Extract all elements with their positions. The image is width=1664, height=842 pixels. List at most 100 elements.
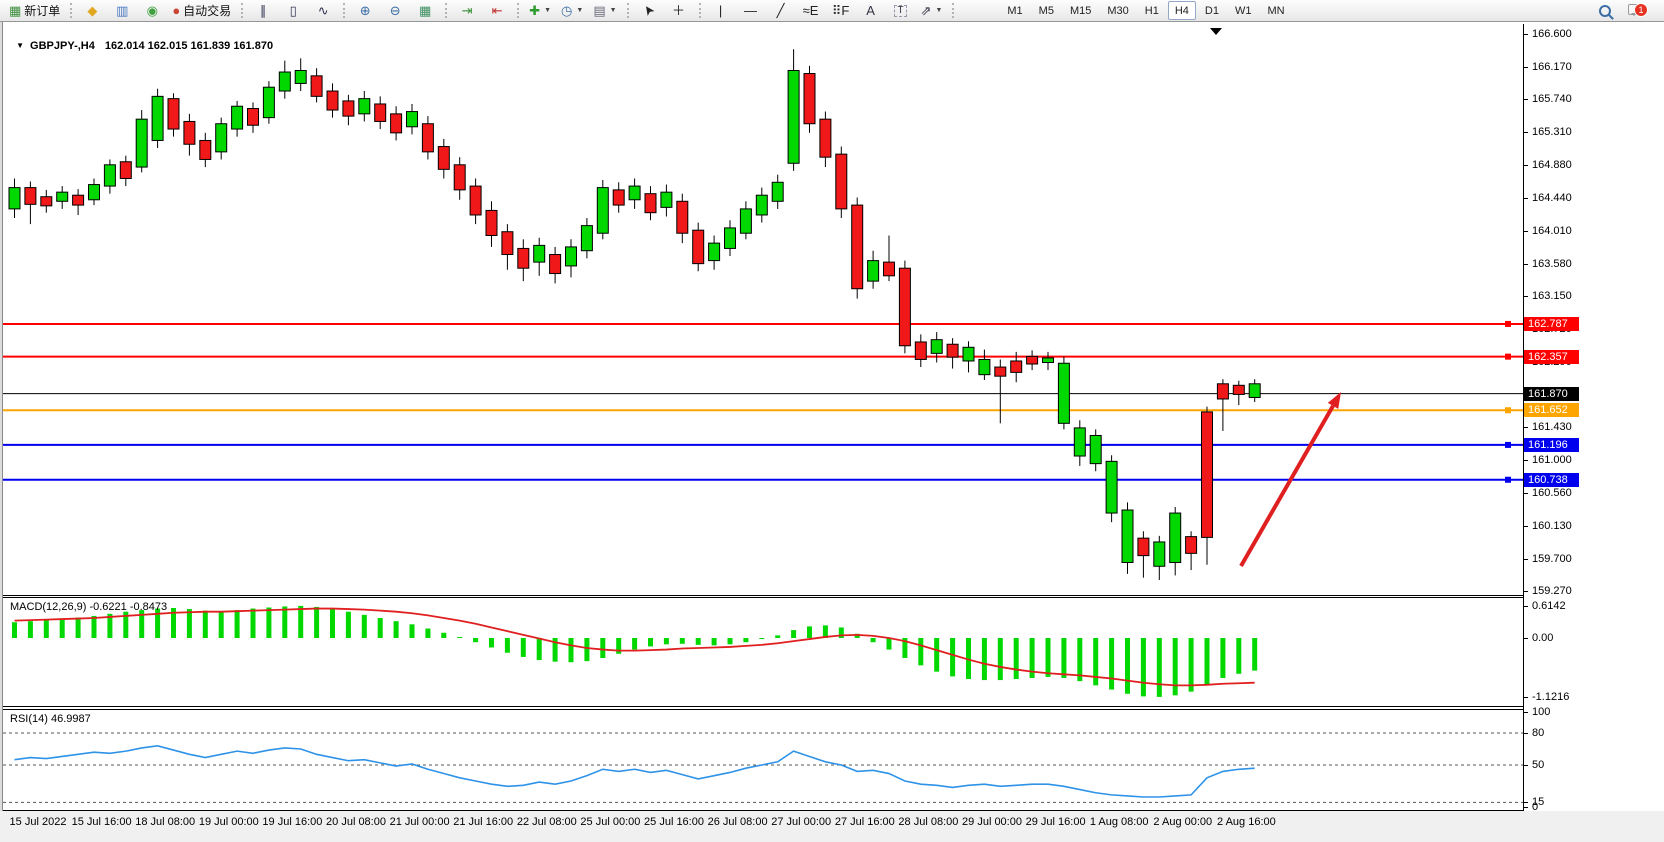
rsi-tick-label: 100	[1532, 705, 1551, 718]
date-label: 15 Jul 2022	[9, 816, 67, 828]
timeframe-w1[interactable]: W1	[1234, 4, 1252, 17]
axis-tick	[1524, 198, 1528, 200]
trendline-button[interactable]: ╱	[767, 0, 795, 21]
toolbar-grip	[626, 3, 629, 18]
crosshair-button[interactable]: ＋	[665, 0, 693, 21]
styler-button[interactable]: ◆	[78, 0, 106, 21]
timeframe-d1[interactable]: D1	[1204, 4, 1219, 17]
price-tick-label: 166.600	[1532, 28, 1572, 40]
zoom-in-button[interactable]: ⊕	[351, 0, 379, 21]
axis-tick	[1524, 132, 1528, 134]
label-button[interactable]: T	[887, 0, 915, 21]
rsi-label: RSI(14) 46.9987	[10, 713, 91, 725]
indicators-button[interactable]: ✚ ▼	[525, 0, 555, 21]
rsi-tick-label: 50	[1532, 759, 1545, 771]
styler-icon: ◆	[87, 3, 98, 18]
candlestick-canvas[interactable]	[3, 24, 1523, 595]
search-button[interactable]	[1591, 0, 1619, 21]
timeframe-h1[interactable]: H1	[1144, 4, 1159, 17]
chat-button[interactable]: 1	[1621, 0, 1649, 21]
zoom-in-icon: ⊕	[359, 3, 371, 18]
date-label: 21 Jul 16:00	[453, 816, 514, 828]
timeframe-mn[interactable]: MN	[1267, 4, 1285, 17]
date-label: 27 Jul 16:00	[834, 816, 895, 828]
date-label: 29 Jul 00:00	[962, 816, 1022, 828]
axis-tick	[1524, 164, 1528, 166]
tile-windows-button[interactable]: ▦	[411, 0, 439, 21]
chart-shift-button[interactable]: ⇤	[483, 0, 511, 21]
fibonacci-button[interactable]: ⠿F	[827, 0, 855, 21]
cursor-icon: ➤	[639, 1, 658, 20]
date-label: 15 Jul 16:00	[71, 816, 132, 828]
rsi-tick-label: 80	[1532, 726, 1545, 739]
arrows-button[interactable]: ⇗ ▼	[917, 0, 947, 21]
price-label-chip: 161.652	[1524, 403, 1579, 418]
timeframe-m5[interactable]: M5	[1038, 4, 1054, 17]
hline-button[interactable]: —	[737, 0, 765, 21]
axis-tick	[1524, 765, 1528, 766]
price-label-chip: 161.196	[1524, 437, 1579, 452]
candle-chart-icon: ▯	[289, 3, 297, 18]
axis-tick	[1524, 696, 1528, 698]
date-label: 25 Jul 00:00	[580, 816, 641, 828]
price-tick-label: 159.270	[1532, 585, 1572, 598]
axis-tick	[1524, 459, 1528, 461]
date-label: 21 Jul 00:00	[389, 816, 450, 828]
time-axis[interactable]: 15 Jul 2022 15 Jul 16:00 18 Jul 08:00 19 Ju…	[0, 811, 1664, 842]
trend-arrow-annotation	[1239, 392, 1341, 567]
price-axis[interactable]: 166.600 166.170 165.740 165.310 164.880 164.4…	[1523, 24, 1664, 813]
toolbar-right-group: 1	[1590, 0, 1650, 21]
open-charts-button[interactable]: ▥	[108, 0, 136, 21]
axis-tick	[1524, 296, 1528, 298]
chart-menu-caret[interactable]: ▼	[16, 41, 25, 50]
timeframe-m1[interactable]: M1	[1007, 4, 1023, 17]
axis-tick	[1524, 732, 1528, 734]
dropdown-caret-icon: ▼	[544, 7, 552, 14]
axis-tick	[1524, 591, 1528, 593]
signals-icon: ◉	[146, 3, 158, 18]
macd-tick-label: -1.1216	[1532, 690, 1570, 703]
signals-button[interactable]: ◉	[138, 0, 166, 21]
axis-tick	[1524, 605, 1528, 607]
candle-chart-button[interactable]: ▯	[279, 0, 307, 21]
fibonacci-icon: ⠿F	[831, 3, 850, 18]
rsi-pane[interactable]	[3, 709, 1523, 811]
timeframe-h4[interactable]: H4	[1167, 1, 1196, 20]
line-chart-button[interactable]: ∿	[309, 0, 337, 21]
timeframe-m15[interactable]: M15	[1069, 4, 1092, 17]
rsi-canvas[interactable]	[3, 710, 1523, 810]
arrows-icon: ⇗	[920, 3, 932, 18]
vline-button[interactable]: |	[707, 0, 735, 21]
dropdown-caret-icon: ▼	[576, 7, 584, 14]
toolbar-grip	[698, 3, 701, 18]
price-tick-label: 160.560	[1532, 487, 1572, 500]
bar-chart-icon: ∥	[259, 3, 267, 18]
macd-tick-label: 0.00	[1532, 632, 1554, 644]
templates-button[interactable]: ▤ ▼	[589, 0, 620, 21]
auto-scroll-button[interactable]: ⇥	[453, 0, 481, 21]
macd-canvas[interactable]	[3, 598, 1523, 706]
text-button[interactable]: A	[857, 0, 885, 21]
search-icon	[1599, 4, 1611, 17]
date-label: 18 Jul 08:00	[135, 816, 196, 828]
main-chart-pane[interactable]	[3, 24, 1523, 596]
date-label: 19 Jul 16:00	[262, 816, 323, 828]
zoom-out-button[interactable]: ⊖	[381, 0, 409, 21]
price-tick-label: 163.580	[1532, 257, 1572, 270]
cursor-button[interactable]: ➤	[635, 0, 663, 21]
new-order-button[interactable]: ▦ 新订单	[5, 0, 64, 21]
autotrading-button[interactable]: ● 自动交易	[168, 0, 235, 21]
elliott-button[interactable]: ≈E	[797, 0, 825, 21]
date-label: 25 Jul 16:00	[644, 816, 704, 828]
timeframe-m30[interactable]: M30	[1107, 4, 1129, 17]
price-tick-label: 164.440	[1532, 192, 1572, 205]
bar-chart-button[interactable]: ∥	[249, 0, 277, 21]
macd-pane[interactable]	[3, 597, 1523, 707]
periods-button[interactable]: ◷ ▼	[557, 0, 587, 21]
toolbar-grip	[70, 3, 73, 18]
axis-tick	[1524, 427, 1528, 429]
tile-windows-icon: ▦	[419, 3, 432, 18]
axis-tick	[1524, 711, 1528, 713]
price-tick-label: 159.700	[1532, 552, 1572, 565]
periods-icon: ◷	[561, 3, 573, 18]
